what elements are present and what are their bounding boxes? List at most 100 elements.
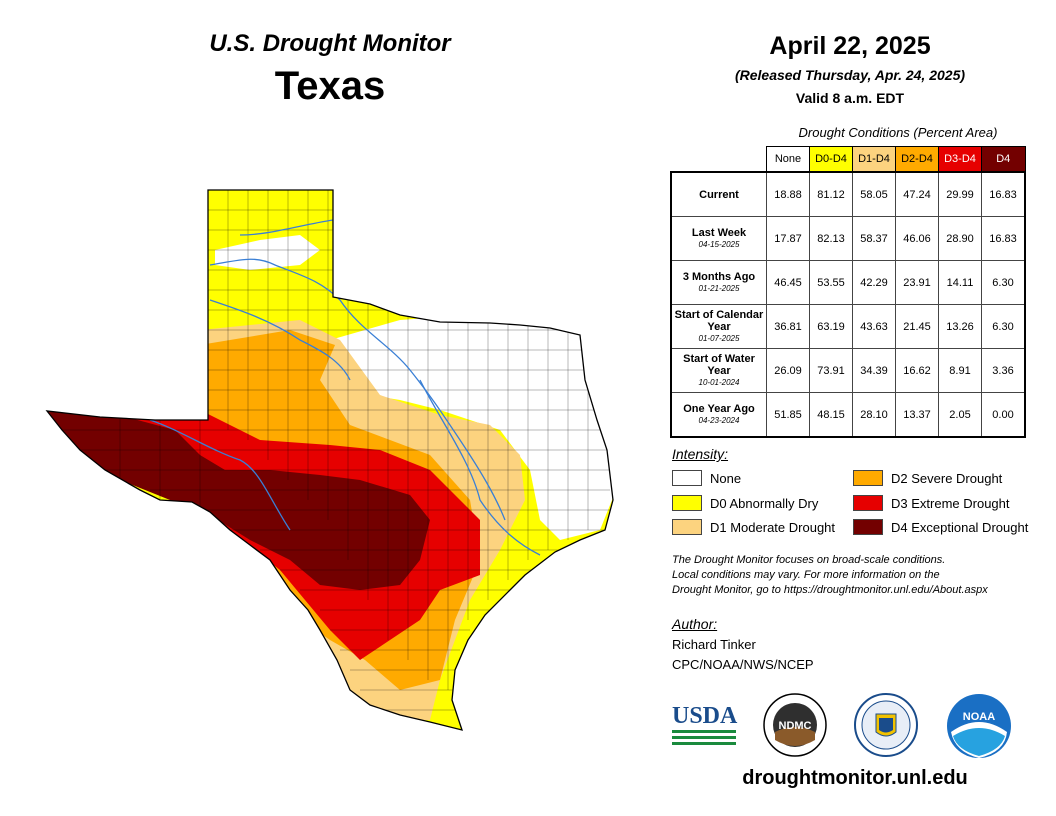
legend-item: D1 Moderate Drought — [672, 519, 835, 535]
svg-text:NDMC: NDMC — [779, 720, 812, 732]
legend-label: D2 Severe Drought — [891, 470, 1003, 486]
table-caption: Drought Conditions (Percent Area) — [798, 125, 998, 140]
table-cell: 46.45 — [766, 260, 810, 305]
table-cell: 17.87 — [766, 216, 810, 261]
table-cell: 47.24 — [895, 171, 939, 217]
usda-logo: USDA — [672, 703, 738, 745]
disclaimer-line: Drought Monitor, go to https://droughtmo… — [672, 584, 988, 596]
row-date: 04-15-2025 — [698, 239, 740, 249]
column-header: D2-D4 — [895, 146, 939, 173]
valid-time: Valid 8 a.m. EDT — [795, 90, 905, 106]
row-label: Start of Water Year 10-01-2024 — [670, 348, 767, 393]
svg-text:NOAA: NOAA — [963, 711, 995, 723]
legend-label: D1 Moderate Drought — [710, 519, 836, 535]
table-cell: 82.13 — [809, 216, 853, 261]
column-header: D3-D4 — [938, 146, 982, 173]
table-header-row: None D0-D4 D1-D4 D2-D4 D3-D4 D4 — [671, 146, 1026, 173]
table-cell: 34.39 — [852, 348, 896, 393]
row-label-text: Current — [699, 188, 739, 201]
author-org: CPC/NOAA/NWS/NCEP — [672, 657, 814, 672]
svg-text:USDA: USDA — [672, 703, 738, 729]
legend-label: D4 Exceptional Drought — [891, 519, 1029, 535]
row-date: 01-21-2025 — [698, 283, 740, 293]
row-label-text: 3 Months Ago — [682, 270, 756, 283]
row-label: One Year Ago 04-23-2024 — [670, 392, 767, 438]
row-label-text: Last Week — [691, 226, 747, 239]
table-cell: 3.36 — [981, 348, 1026, 393]
row-label-text: Start of Water Year — [683, 352, 755, 377]
table-cell: 16.62 — [895, 348, 939, 393]
table-cell: 8.91 — [938, 348, 982, 393]
table-cell: 73.91 — [809, 348, 853, 393]
column-header: D1-D4 — [852, 146, 896, 173]
rivers — [149, 219, 541, 556]
column-header: None — [766, 146, 810, 173]
ndmc-logo: NDMC — [763, 693, 827, 757]
table-cell: 29.99 — [938, 171, 982, 217]
row-date: 10-01-2024 — [698, 377, 740, 387]
table-cell: 26.09 — [766, 348, 810, 393]
legend-item: D4 Exceptional Drought — [853, 519, 1028, 535]
table-row: Start of Water Year 10-01-2024 26.09 73.91 3… — [670, 348, 1026, 393]
table-cell: 53.55 — [809, 260, 853, 305]
column-header: D0-D4 — [809, 146, 853, 173]
row-label: Last Week 04-15-2025 — [670, 216, 767, 261]
noaa-logo: NOAA — [947, 694, 1011, 758]
table-cell: 2.05 — [938, 392, 982, 438]
table-cell: 13.37 — [895, 392, 939, 438]
table-cell: 16.83 — [981, 216, 1026, 261]
row-label-text: One Year Ago — [683, 402, 755, 415]
table-cell: 23.91 — [895, 260, 939, 305]
table-cell: 6.30 — [981, 304, 1026, 349]
disclaimer-line: Local conditions may vary. For more info… — [672, 569, 940, 581]
legend-swatch — [672, 495, 702, 511]
table-cell: 58.05 — [852, 171, 896, 217]
table-cell: 46.06 — [895, 216, 939, 261]
website-link[interactable]: droughtmonitor.unl.edu — [742, 767, 968, 789]
map-date: April 22, 2025 — [769, 32, 931, 60]
legend-label: D3 Extreme Drought — [891, 495, 1010, 511]
table-cell: 13.26 — [938, 304, 982, 349]
monitor-title: U.S. Drought Monitor — [209, 30, 451, 57]
table-row: One Year Ago 04-23-2024 51.85 48.15 28.10 13.… — [670, 392, 1026, 438]
county-lines — [47, 190, 610, 711]
release-note: (Released Thursday, Apr. 24, 2025) — [734, 67, 966, 83]
state-title: Texas — [274, 64, 386, 108]
row-label-text: Start of Calendar Year — [674, 308, 764, 333]
table-cell: 6.30 — [981, 260, 1026, 305]
row-label: Start of Calendar Year 01-07-2025 — [670, 304, 767, 349]
table-cell: 21.45 — [895, 304, 939, 349]
row-date: 04-23-2024 — [698, 415, 740, 425]
header-blank-cell — [671, 147, 767, 173]
texas-drought-map — [45, 189, 614, 731]
author-title: Author: — [672, 616, 718, 632]
nws-logo — [854, 693, 918, 757]
table-cell: 16.83 — [981, 171, 1026, 217]
table-row: Last Week 04-15-2025 17.87 82.13 58.37 46.06 2… — [670, 216, 1026, 261]
table-row: Start of Calendar Year 01-07-2025 36.81 63.… — [670, 304, 1026, 349]
table-cell: 51.85 — [766, 392, 810, 438]
drought-conditions-table: None D0-D4 D1-D4 D2-D4 D3-D4 D4 Current 18.88 8… — [670, 146, 1026, 438]
legend-title: Intensity: — [672, 446, 729, 462]
row-date: 01-07-2025 — [698, 333, 740, 343]
none-region-panhandle — [215, 235, 320, 270]
legend-swatch — [853, 495, 883, 511]
table-cell: 28.10 — [852, 392, 896, 438]
legend-item: D3 Extreme Drought — [853, 495, 1010, 511]
state-outline — [45, 189, 614, 731]
disclaimer: The Drought Monitor focuses on broad-sca… — [672, 553, 1042, 598]
disclaimer-line: The Drought Monitor focuses on broad-sca… — [672, 554, 946, 566]
row-label: 3 Months Ago 01-21-2025 — [670, 260, 767, 305]
table-cell: 0.00 — [981, 392, 1026, 438]
legend-item: D2 Severe Drought — [853, 470, 1002, 486]
legend-swatch — [672, 470, 702, 486]
legend-item: None — [672, 470, 741, 486]
legend-swatch — [853, 519, 883, 535]
table-cell: 42.29 — [852, 260, 896, 305]
d4-region — [47, 405, 430, 590]
table-cell: 18.88 — [766, 171, 810, 217]
none-region-east — [330, 315, 613, 540]
table-cell: 81.12 — [809, 171, 853, 217]
legend-label: D0 Abnormally Dry — [710, 495, 819, 511]
column-header: D4 — [981, 146, 1026, 173]
